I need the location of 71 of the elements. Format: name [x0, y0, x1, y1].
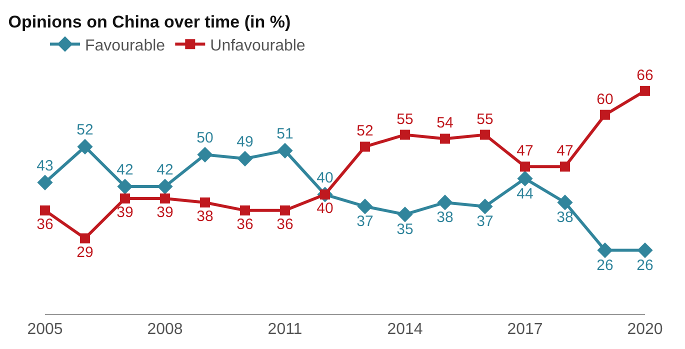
legend-label: Favourable — [85, 37, 166, 54]
point — [397, 206, 413, 222]
point — [597, 242, 613, 258]
x-tick-label: 2005 — [27, 321, 63, 338]
x-tick-label: 2008 — [147, 321, 183, 338]
point — [80, 233, 90, 244]
point — [240, 205, 250, 216]
data-label: 43 — [36, 157, 54, 174]
point — [160, 193, 170, 204]
point — [117, 178, 133, 194]
data-label: 29 — [76, 244, 94, 261]
point — [200, 197, 210, 208]
data-label: 40 — [316, 169, 334, 186]
data-label: 38 — [556, 209, 574, 226]
data-label: 38 — [196, 208, 214, 225]
x-tick-label: 2014 — [387, 321, 423, 338]
point — [237, 150, 253, 166]
data-label: 36 — [276, 216, 294, 233]
data-label: 42 — [156, 161, 174, 178]
data-label: 66 — [636, 66, 654, 84]
data-label: 44 — [516, 185, 534, 202]
data-label: 40 — [316, 200, 334, 217]
point — [520, 162, 530, 172]
point — [197, 146, 213, 162]
point — [517, 170, 533, 186]
point — [600, 110, 610, 120]
point — [157, 178, 173, 194]
point — [560, 162, 570, 172]
point — [637, 242, 653, 258]
data-label: 52 — [356, 122, 374, 140]
data-label: 36 — [36, 216, 54, 233]
legend-label: Unfavourable — [210, 37, 306, 54]
point — [440, 134, 450, 144]
x-tick-label: 2011 — [268, 321, 302, 338]
data-label: 35 — [396, 221, 414, 238]
data-label: 52 — [76, 121, 94, 138]
point — [640, 86, 650, 96]
data-label: 47 — [516, 142, 534, 160]
data-label: 47 — [556, 142, 574, 160]
point — [77, 138, 93, 154]
point — [557, 194, 573, 210]
data-label: 37 — [356, 213, 374, 230]
point — [477, 198, 493, 214]
data-label: 39 — [116, 204, 134, 221]
data-label: 37 — [476, 213, 494, 230]
data-label: 49 — [236, 133, 254, 150]
chart-title: Opinions on China over time (in %) — [8, 12, 291, 32]
data-label: 26 — [596, 257, 614, 274]
x-tick-label: 2020 — [627, 321, 663, 338]
point — [360, 142, 370, 152]
data-label: 54 — [436, 114, 454, 132]
point — [277, 142, 293, 158]
point — [437, 194, 453, 210]
data-label: 51 — [276, 125, 294, 142]
data-label: 38 — [436, 209, 454, 226]
point — [120, 193, 130, 204]
data-label: 26 — [636, 257, 654, 274]
data-label: 36 — [236, 216, 254, 233]
point — [357, 198, 373, 214]
data-label: 39 — [156, 204, 174, 221]
data-label: 55 — [396, 110, 414, 128]
data-label: 55 — [476, 110, 494, 128]
point — [40, 205, 50, 216]
point — [480, 130, 490, 140]
point — [280, 205, 290, 216]
data-label: 50 — [196, 129, 214, 146]
x-tick-label: 2017 — [507, 321, 543, 338]
point — [37, 174, 53, 190]
point — [400, 130, 410, 140]
data-label: 42 — [116, 161, 134, 178]
data-label: 60 — [596, 90, 614, 108]
